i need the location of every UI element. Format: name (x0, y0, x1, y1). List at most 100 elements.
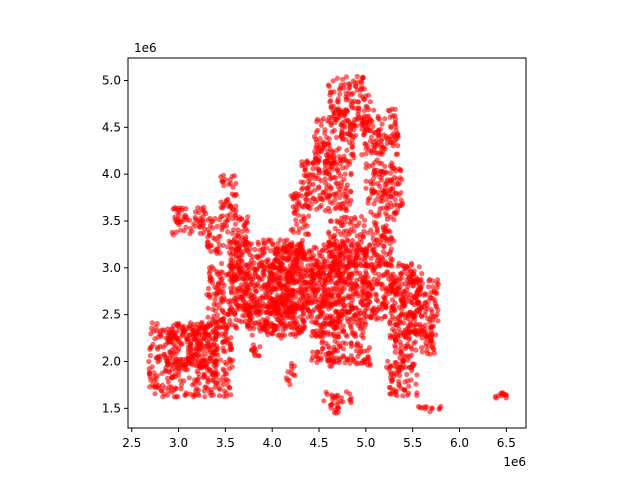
data-point (274, 255, 280, 261)
data-point (256, 353, 262, 359)
data-point (294, 259, 300, 265)
data-point (155, 346, 161, 352)
data-point (290, 194, 296, 200)
data-point (416, 277, 422, 283)
data-point (227, 211, 233, 218)
data-point (226, 200, 232, 206)
data-point (372, 160, 378, 166)
data-point (213, 292, 219, 298)
data-point (352, 216, 358, 222)
data-point (198, 361, 204, 367)
data-point (356, 220, 362, 226)
data-point (428, 290, 434, 296)
data-point (186, 217, 193, 223)
data-point (362, 217, 368, 223)
x-tick-label: 4.5 (309, 436, 328, 450)
data-point (394, 151, 400, 157)
axes-frame (127, 57, 527, 429)
data-point (342, 200, 348, 206)
data-point (411, 313, 417, 319)
data-point (388, 234, 394, 240)
data-point (320, 345, 326, 352)
data-point (294, 221, 300, 227)
data-point (299, 186, 305, 192)
data-point (328, 114, 335, 120)
data-point (379, 136, 385, 142)
data-point (409, 346, 415, 352)
data-point (236, 318, 242, 324)
data-point (308, 201, 314, 207)
data-point (392, 197, 398, 203)
y-offset-label: 1e6 (134, 41, 157, 55)
data-point (217, 377, 223, 383)
data-point (322, 277, 328, 284)
data-point (345, 238, 351, 244)
data-point (209, 276, 215, 282)
data-point (237, 303, 243, 309)
data-point (351, 155, 357, 161)
data-point (360, 233, 366, 239)
data-point (194, 385, 200, 392)
data-point (216, 242, 222, 248)
data-point (364, 114, 370, 120)
data-point (155, 334, 161, 340)
data-point (368, 134, 374, 140)
data-point (350, 356, 356, 363)
data-point (324, 134, 330, 141)
data-point (313, 245, 319, 251)
data-point (213, 363, 219, 369)
data-point (374, 227, 380, 233)
data-point (227, 311, 233, 317)
data-point (326, 229, 332, 235)
data-point (226, 385, 233, 391)
data-point (300, 293, 306, 300)
data-point (433, 332, 439, 338)
data-point (349, 144, 355, 150)
data-point (192, 392, 198, 398)
data-point (323, 303, 329, 309)
data-point (363, 151, 369, 157)
data-point (303, 286, 309, 292)
data-point (382, 313, 388, 319)
data-point (271, 324, 277, 330)
data-point (405, 392, 411, 398)
data-point (318, 118, 324, 124)
data-point (434, 311, 440, 317)
data-point (260, 269, 266, 275)
data-point (264, 329, 270, 335)
data-point (185, 325, 191, 331)
data-point (397, 276, 403, 282)
data-point (337, 194, 343, 200)
data-point (371, 252, 377, 258)
data-point (172, 374, 178, 380)
data-point (212, 384, 218, 390)
data-point (401, 320, 407, 326)
data-point (388, 363, 394, 369)
data-point (277, 237, 283, 243)
data-point (416, 304, 422, 310)
data-point (215, 316, 221, 323)
data-point (273, 285, 279, 291)
data-point (428, 306, 434, 312)
data-point (340, 165, 346, 171)
data-point (317, 141, 324, 147)
data-point (239, 285, 246, 291)
data-point (312, 156, 318, 162)
data-point (178, 378, 184, 384)
data-point (361, 108, 367, 114)
data-point (346, 161, 352, 167)
data-point (356, 307, 363, 313)
data-point (364, 305, 370, 312)
data-point (435, 307, 441, 313)
data-point (339, 286, 345, 292)
data-point (319, 340, 325, 346)
data-point (209, 264, 215, 270)
data-point (205, 314, 211, 320)
data-point (225, 196, 231, 202)
data-point (393, 127, 399, 133)
data-point (263, 321, 269, 327)
data-point (327, 192, 333, 198)
data-point (398, 190, 404, 196)
data-point (401, 387, 407, 393)
data-point (359, 126, 365, 132)
